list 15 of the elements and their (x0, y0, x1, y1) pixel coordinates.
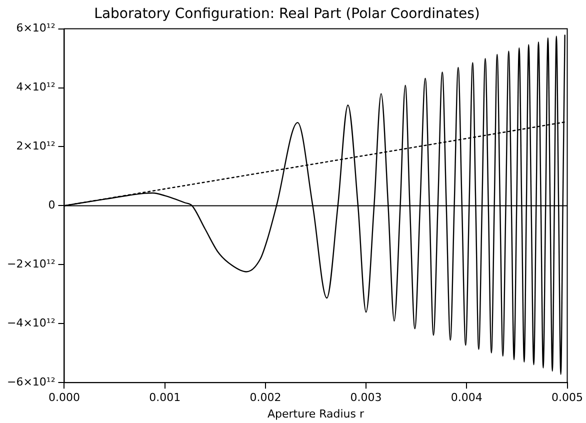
x-tick-label: 0.001 (149, 391, 181, 404)
y-tick-label: −4×10¹² (7, 316, 56, 330)
x-tick-label: 0.005 (552, 391, 584, 404)
y-tick-label: 4×10¹² (16, 80, 56, 94)
x-tick-label: 0.004 (450, 391, 482, 404)
y-tick-label: −2×10¹² (7, 258, 56, 271)
y-tick-label: −6×10¹² (7, 375, 56, 388)
y-tick-label: 6×10¹² (16, 22, 56, 35)
x-axis-title: Aperture Radius r (267, 407, 364, 420)
x-tick-label: 0.002 (250, 391, 282, 404)
y-tick-label: 2×10¹² (16, 140, 56, 153)
y-tick-label: 0 (48, 198, 56, 212)
x-tick-label: 0.003 (350, 391, 382, 404)
x-tick-label: 0.000 (48, 391, 80, 404)
chart-title: Laboratory Configuration: Real Part (Polar Coordinates) (94, 6, 480, 22)
